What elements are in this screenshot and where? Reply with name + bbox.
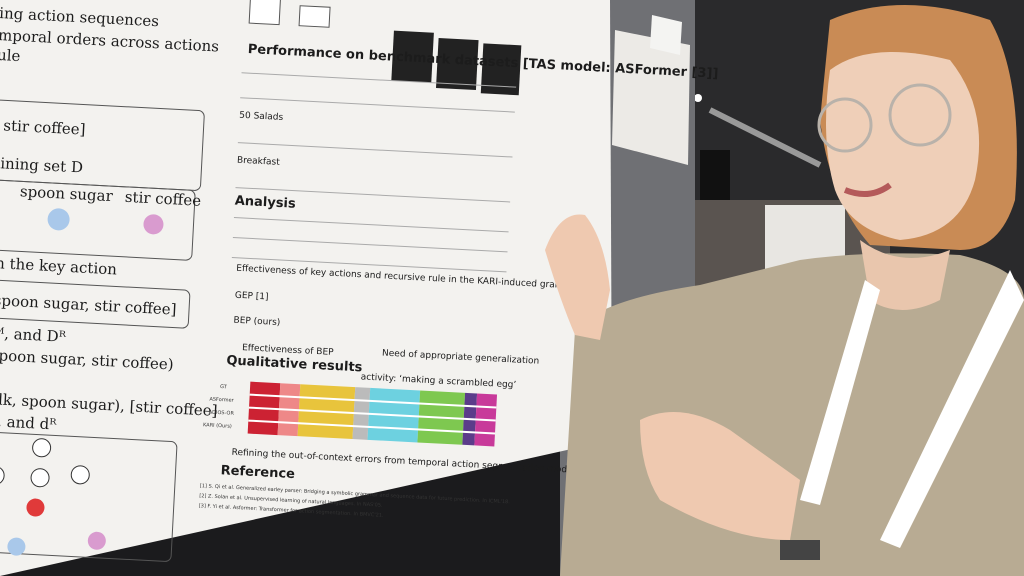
row-label: BEP (ours) — [233, 316, 280, 328]
section-title: Reference — [220, 463, 295, 482]
row-label: GT — [220, 384, 228, 390]
row-label: ASFormer — [209, 397, 235, 404]
watch — [780, 540, 820, 560]
row-label: Breakfast — [237, 156, 281, 168]
speaker — [700, 150, 730, 200]
light — [694, 94, 702, 102]
poster-text: ule — [0, 46, 21, 65]
side-note — [650, 15, 682, 55]
tree-box — [0, 431, 178, 562]
node — [7, 537, 26, 556]
box — [0, 179, 196, 261]
hand — [640, 412, 800, 540]
neck — [860, 240, 950, 310]
section-title: Qualitative results — [226, 353, 363, 375]
node — [32, 438, 52, 458]
node — [47, 208, 70, 231]
diagram-box — [298, 5, 331, 28]
section-title: Analysis — [234, 194, 296, 212]
row-label: ADIOS-OR — [209, 409, 235, 416]
glasses — [817, 97, 873, 153]
figure — [435, 38, 479, 91]
glasses — [888, 83, 952, 147]
segmentation-bars — [247, 381, 498, 447]
lanyard — [800, 280, 880, 505]
poster-text: stir coffee — [124, 188, 201, 210]
node — [30, 468, 50, 488]
figure — [391, 30, 434, 83]
face — [826, 52, 980, 240]
side-sign — [612, 30, 690, 165]
node — [26, 498, 45, 517]
poster-text: stir coffee] — [3, 116, 86, 138]
poster-text: aining set D — [0, 154, 83, 177]
diagram-box — [248, 0, 282, 26]
node — [87, 531, 106, 550]
box — [0, 279, 191, 329]
poster-text: dᴹ, and dᴿ — [0, 411, 58, 433]
mouth — [843, 182, 892, 197]
table-lines — [231, 217, 509, 273]
node — [143, 214, 164, 235]
row-label: KARI (Ours) — [203, 422, 232, 430]
row-label: 50 Salads — [239, 111, 284, 123]
table-lines — [235, 72, 517, 203]
truss — [708, 107, 822, 168]
poster-text: Dᴹ, and Dᴿ — [0, 324, 67, 346]
row-label: GEP [1] — [235, 291, 269, 303]
caption: Effectiveness of BEP — [242, 343, 335, 358]
node — [70, 465, 90, 485]
figure — [480, 43, 522, 96]
hand — [545, 214, 610, 340]
lanyard — [880, 270, 1024, 548]
node — [0, 465, 5, 485]
poster-text: spoon sugar — [20, 182, 115, 205]
